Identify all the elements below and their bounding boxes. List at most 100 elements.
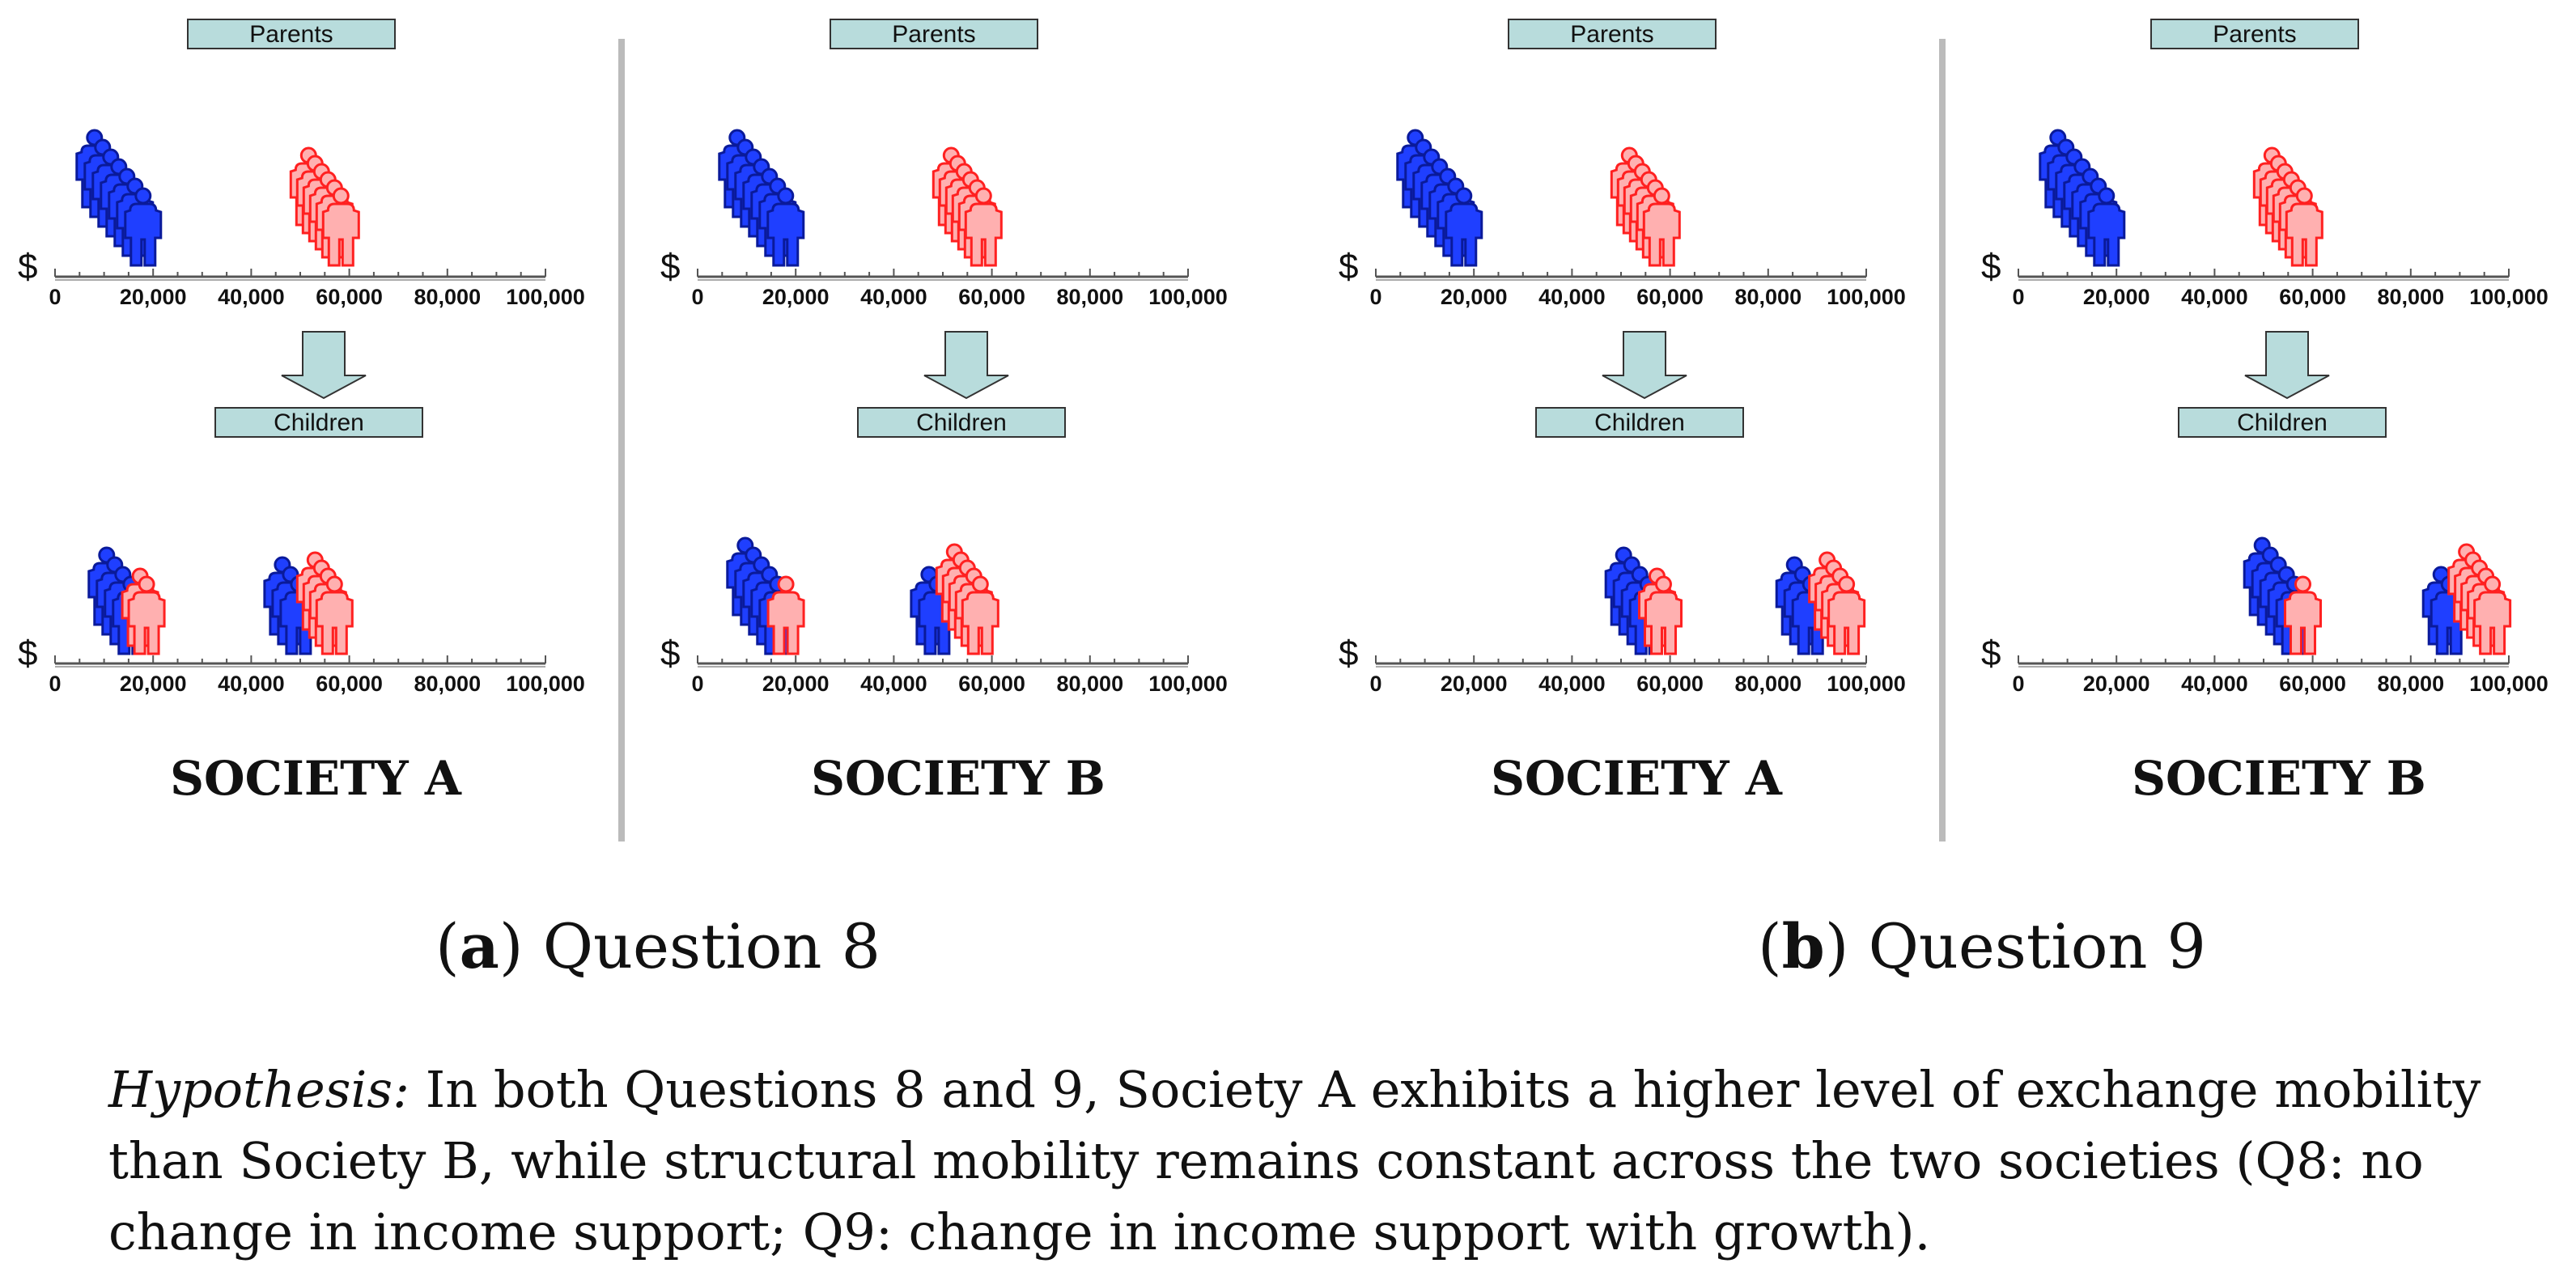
- parents-red-stack: [932, 146, 1003, 267]
- person-head: [138, 575, 155, 593]
- panel-1: Parents $0 20,000 40,000 60,000 80,000 100,000…: [18, 19, 585, 806]
- tick-label: 0: [49, 285, 61, 309]
- person-icon: [315, 575, 354, 655]
- panel-4: Parents $0 20,000 40,000 60,000 80,000 100,000…: [1981, 19, 2548, 806]
- society-title: SOCIETY B: [2132, 751, 2426, 806]
- society-title: SOCIETY A: [1491, 751, 1783, 806]
- children-red-stack: [1808, 551, 1866, 655]
- tick-label: 60,000: [1636, 285, 1704, 309]
- tick-label: 40,000: [2181, 672, 2248, 696]
- tick-label: 60,000: [958, 285, 1025, 309]
- person-icon: [2283, 575, 2322, 655]
- person-body: [766, 202, 805, 267]
- currency-label: $: [1339, 247, 1358, 286]
- tick-label: 20,000: [1441, 285, 1508, 309]
- label-box: [1508, 19, 1717, 49]
- person-body: [321, 202, 360, 267]
- currency-label: $: [1339, 634, 1358, 673]
- person-head: [2484, 575, 2502, 593]
- person-icon: [766, 187, 805, 267]
- person-head: [1654, 575, 1672, 593]
- person-head: [1838, 575, 1856, 593]
- tick-label: 100,000: [1827, 672, 1906, 696]
- tick-label: 40,000: [860, 672, 927, 696]
- down-arrow: [923, 331, 1009, 400]
- label-text: Parents: [2213, 21, 2296, 48]
- tick-label: 20,000: [120, 672, 187, 696]
- children-red-stack: [121, 567, 166, 655]
- tick-label: 100,000: [1148, 285, 1228, 309]
- parents-red-stack: [2252, 146, 2323, 267]
- parents-axis: 0 20,000 40,000 60,000 80,000 100,000: [691, 269, 1228, 309]
- down-arrow: [281, 331, 367, 400]
- person-body: [2473, 591, 2512, 655]
- currency-label: $: [1981, 634, 2001, 673]
- person-body: [124, 202, 163, 267]
- person-body: [961, 591, 999, 655]
- tick-label: 20,000: [762, 285, 830, 309]
- hypothesis-line-3: change in income support; Q9: change in …: [108, 1202, 1931, 1261]
- tick-label: 60,000: [1636, 672, 1704, 696]
- tick-label: 80,000: [414, 672, 482, 696]
- society-title: SOCIETY A: [170, 751, 462, 806]
- person-head: [2098, 187, 2116, 205]
- tick-label: 0: [49, 672, 61, 696]
- tick-label: 80,000: [2378, 285, 2445, 309]
- person-icon: [321, 187, 360, 267]
- children-red-stack: [935, 543, 999, 655]
- label-text: Children: [1594, 409, 1685, 436]
- parents-axis: 0 20,000 40,000 60,000 80,000 100,000: [1369, 269, 1906, 309]
- tick-label: 0: [1369, 672, 1381, 696]
- person-icon: [961, 575, 999, 655]
- hypothesis-line-2: than Society B, while structural mobilit…: [108, 1131, 2424, 1190]
- down-arrow: [2244, 331, 2330, 400]
- tick-label: 40,000: [1538, 672, 1606, 696]
- person-body: [2285, 202, 2323, 267]
- person-head: [974, 187, 992, 205]
- label-box: [187, 19, 396, 49]
- parents-label: Parents: [187, 19, 396, 49]
- tick-label: 40,000: [860, 285, 927, 309]
- tick-label: 40,000: [2181, 285, 2248, 309]
- tick-label: 80,000: [1735, 672, 1802, 696]
- parents-blue-stack: [75, 129, 163, 267]
- tick-label: 80,000: [1057, 285, 1124, 309]
- person-body: [1445, 202, 1483, 267]
- tick-label: 0: [2012, 285, 2024, 309]
- tick-label: 20,000: [762, 672, 830, 696]
- person-head: [134, 187, 152, 205]
- parents-label: Parents: [1508, 19, 1717, 49]
- currency-label: $: [660, 634, 680, 673]
- panel-3: Parents $0 20,000 40,000 60,000 80,000 100,000…: [1339, 19, 1906, 806]
- tick-label: 80,000: [414, 285, 482, 309]
- tick-label: 0: [2012, 672, 2024, 696]
- person-head: [2294, 575, 2311, 593]
- person-head: [1455, 187, 1473, 205]
- person-icon: [1644, 575, 1683, 655]
- children-label: Children: [1535, 407, 1744, 438]
- currency-label: $: [18, 634, 37, 673]
- tick-label: 0: [691, 672, 703, 696]
- tick-label: 80,000: [1057, 672, 1124, 696]
- person-icon: [964, 187, 1003, 267]
- children-axis: 0 20,000 40,000 60,000 80,000 100,000: [1369, 655, 1906, 696]
- children-axis: 0 20,000 40,000 60,000 80,000 100,000: [691, 655, 1228, 696]
- parents-axis: 0 20,000 40,000 60,000 80,000 100,000: [49, 269, 585, 309]
- tick-label: 60,000: [316, 672, 383, 696]
- person-body: [2087, 202, 2126, 267]
- currency-label: $: [660, 247, 680, 286]
- tick-label: 60,000: [2279, 672, 2346, 696]
- children-label: Children: [857, 407, 1066, 438]
- subcaption-b: (b) Question 9: [1758, 910, 2206, 982]
- currency-label: $: [1981, 247, 2001, 286]
- person-head: [332, 187, 350, 205]
- label-box: [214, 407, 423, 438]
- tick-label: 20,000: [2083, 672, 2150, 696]
- children-label: Children: [2178, 407, 2387, 438]
- tick-label: 100,000: [2469, 285, 2548, 309]
- tick-label: 20,000: [120, 285, 187, 309]
- label-text: Parents: [892, 21, 975, 48]
- parents-red-stack: [289, 146, 360, 267]
- tick-label: 20,000: [1441, 672, 1508, 696]
